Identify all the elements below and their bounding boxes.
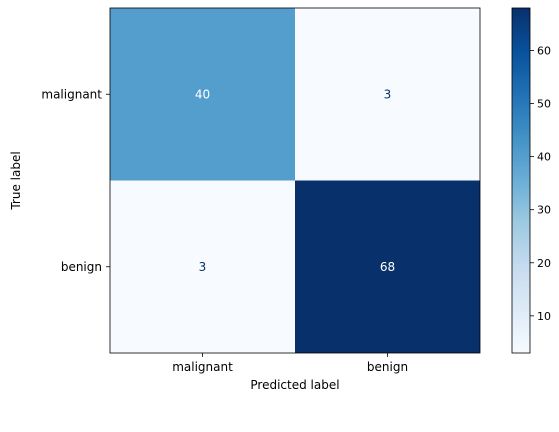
y-tick-label: malignant: [41, 87, 102, 101]
x-tick-label: malignant: [172, 360, 233, 374]
y-axis-label: True label: [9, 151, 23, 210]
heatmap-cells: 40 3 3 68: [110, 8, 480, 353]
x-axis-ticks: malignant benign: [172, 353, 408, 374]
plot-frame: [109, 7, 481, 354]
x-tick-label: benign: [367, 360, 408, 374]
colorbar-tick-label: 20: [537, 257, 551, 270]
y-axis-ticks: malignant benign: [41, 87, 110, 274]
colorbar-ticks: 10 20 30 40 50 60: [530, 44, 551, 323]
heatmap-cell: [295, 8, 480, 181]
heatmap-cell: [110, 180, 295, 353]
colorbar-tick-label: 50: [537, 98, 551, 111]
heatmap-cell: [295, 180, 480, 353]
colorbar-frame: [511, 7, 531, 354]
x-axis-label: Predicted label: [250, 378, 339, 392]
heatmap-cell: [110, 8, 295, 181]
colorbar-tick-label: 30: [537, 204, 551, 217]
cell-value-label: 3: [199, 260, 207, 274]
colorbar-tick-label: 60: [537, 44, 551, 57]
y-tick-label: benign: [61, 260, 102, 274]
colorbar-tick-label: 10: [537, 310, 551, 323]
cell-value-label: 68: [380, 260, 395, 274]
cell-value-label: 3: [384, 87, 392, 101]
cell-value-label: 40: [195, 87, 210, 101]
colorbar: [512, 8, 530, 353]
colorbar-tick-label: 40: [537, 151, 551, 164]
